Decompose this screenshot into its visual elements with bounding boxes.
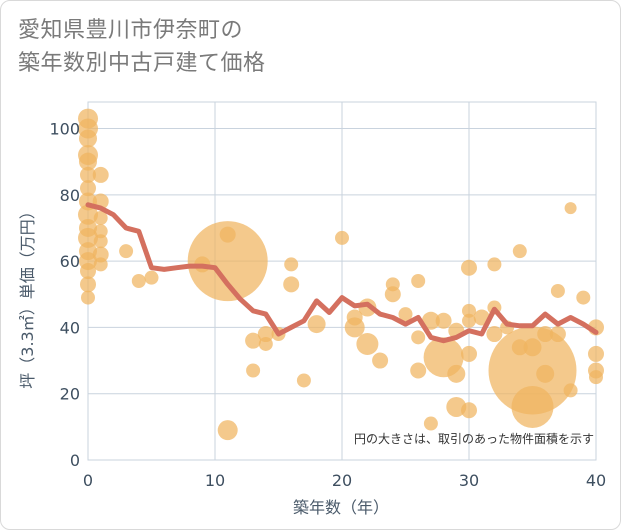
bubble (512, 244, 527, 259)
bubble (411, 274, 426, 288)
bubble (93, 211, 108, 226)
bubble (80, 180, 96, 197)
y-tick-label: 80 (60, 186, 80, 205)
bubble (398, 307, 413, 322)
y-tick-label: 40 (60, 318, 80, 337)
bubble (257, 326, 274, 343)
bubble (563, 383, 578, 398)
bubble (131, 274, 146, 288)
bubble (80, 276, 96, 293)
size-note: 円の大きさは、取引のあった物件面積を示す (354, 431, 594, 446)
bubble (307, 315, 326, 334)
bubble (78, 227, 98, 248)
x-tick-label: 40 (586, 471, 606, 490)
bubble (79, 129, 97, 148)
bubble (564, 202, 577, 215)
bubble (461, 345, 477, 362)
bubble (423, 416, 438, 431)
bubble (372, 352, 389, 369)
bubble (462, 303, 476, 318)
bubble (217, 420, 238, 441)
x-tick-label: 30 (459, 471, 479, 490)
bubble (92, 166, 109, 183)
bubble (79, 152, 97, 171)
bubble (486, 326, 503, 343)
bubble (461, 402, 477, 419)
bubble (283, 276, 300, 293)
bubble (550, 283, 565, 298)
bubble (411, 330, 426, 345)
y-tick-label: 20 (60, 385, 80, 404)
bubble (246, 363, 261, 378)
bubble (144, 270, 159, 285)
x-tick-label: 20 (332, 471, 352, 490)
y-tick-label: 0 (70, 451, 80, 470)
bubble (93, 257, 108, 272)
bubble (81, 290, 95, 305)
bubble (385, 277, 400, 292)
bubble (384, 286, 401, 303)
bubble (537, 326, 554, 343)
bubble (356, 332, 379, 355)
y-tick-label: 60 (60, 252, 80, 271)
bubble (93, 224, 108, 239)
y-axis-title: 坪（3.3㎡）単価（万円） (18, 203, 37, 388)
page-title: 愛知県豊川市伊奈町の 築年数別中古戸建て価格 (18, 14, 266, 80)
bubble (119, 244, 134, 259)
bubble (187, 221, 268, 302)
bubble (78, 204, 98, 225)
bubble (92, 246, 109, 263)
bubble (549, 326, 566, 343)
x-tick-label: 0 (83, 471, 93, 490)
x-axis-title: 築年数（年） (293, 498, 389, 517)
bubble (296, 373, 311, 388)
tick-labels: 0 10 20 30 40 0 20 40 60 80 100 (49, 120, 606, 490)
trend-line (85, 202, 599, 344)
bubble (588, 345, 604, 362)
y-tick-label: 100 (49, 120, 80, 139)
bubble (461, 259, 477, 276)
bubble (536, 364, 555, 383)
bubble (245, 332, 262, 349)
bubble (523, 338, 542, 357)
bubble (93, 234, 108, 249)
bubble (219, 226, 236, 243)
bubble (576, 290, 591, 305)
bubble (488, 326, 577, 415)
title-line-1: 愛知県豊川市伊奈町の (18, 18, 244, 43)
bubble (421, 311, 440, 330)
grid (87, 101, 597, 461)
bubble (284, 257, 299, 272)
bubble (410, 362, 427, 379)
bubble (447, 364, 466, 383)
bubble (346, 309, 363, 326)
bubble-layer (78, 108, 604, 441)
bubble (462, 313, 476, 328)
bubble (511, 385, 554, 428)
x-tick-label: 10 (205, 471, 225, 490)
bubble (80, 166, 96, 183)
bubble (589, 370, 603, 385)
bubble (435, 312, 452, 329)
bubble (80, 263, 96, 280)
bubble (335, 230, 349, 245)
bubble (487, 257, 502, 272)
title-line-2: 築年数別中古戸建て価格 (18, 51, 266, 76)
